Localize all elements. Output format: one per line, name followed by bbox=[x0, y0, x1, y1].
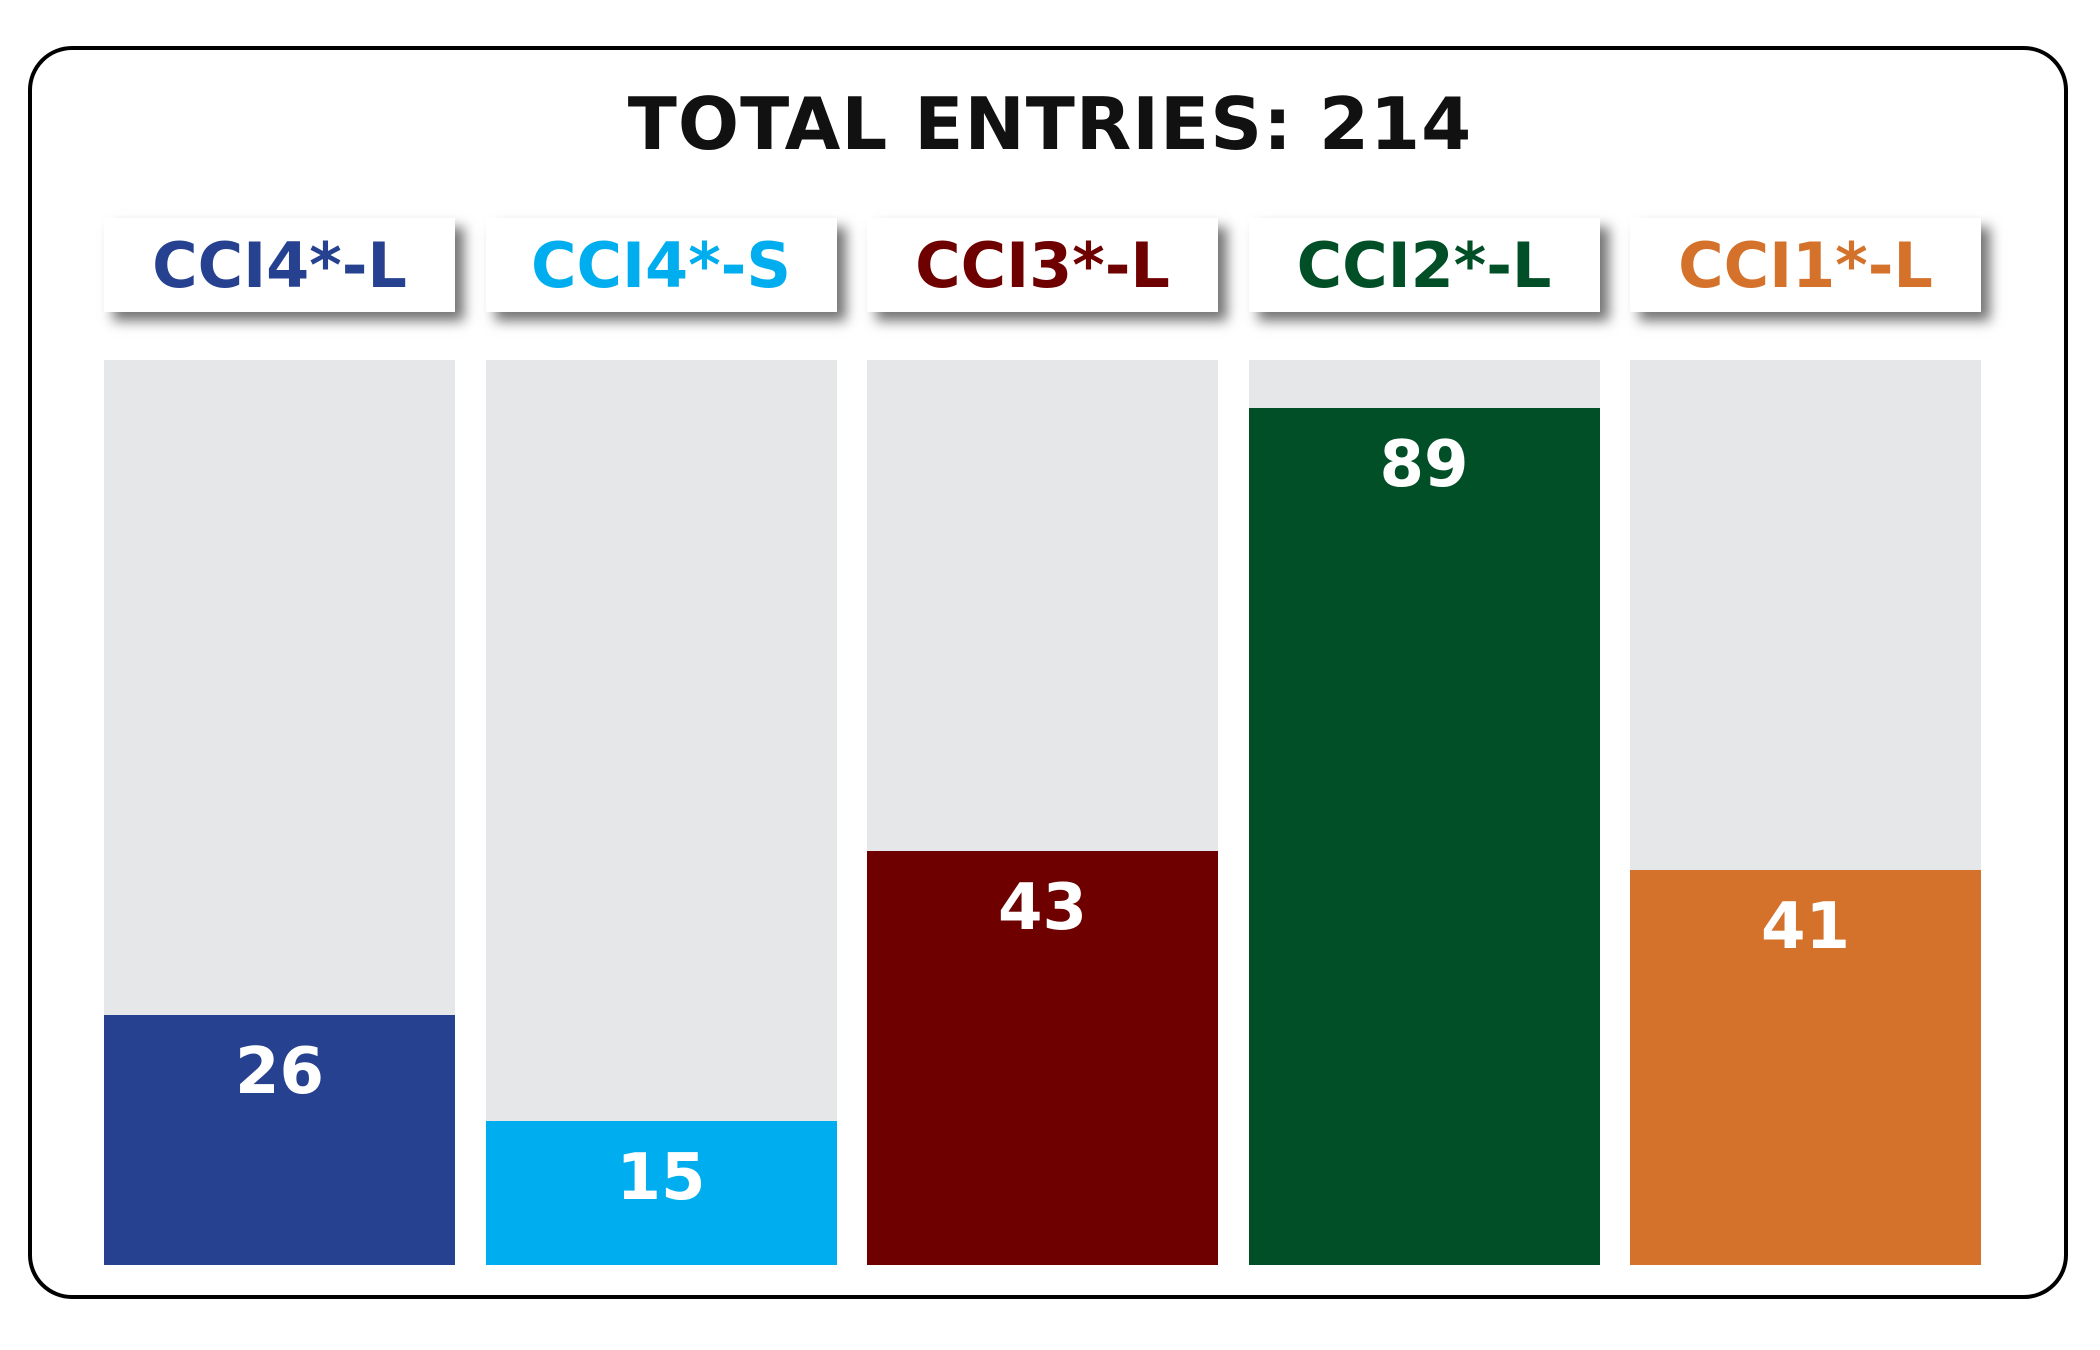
category-label-cci3-l: CCI3*-L bbox=[867, 218, 1218, 312]
bar-cci4-l: 26 bbox=[104, 1014, 455, 1265]
value-label-cci4-s: 15 bbox=[616, 1140, 706, 1215]
category-label-cci1-l: CCI1*-L bbox=[1630, 218, 1981, 312]
bar-cci3-l: 43 bbox=[867, 851, 1218, 1265]
value-label-cci3-l: 43 bbox=[997, 871, 1088, 946]
bar-track-cci4-l: 26 bbox=[104, 360, 455, 1265]
bar-track-cci3-l: 43 bbox=[867, 360, 1218, 1265]
bar-track-cci2-l: 89 bbox=[1248, 360, 1600, 1265]
value-label-cci2-l: 89 bbox=[1379, 428, 1469, 503]
chart-title: TOTAL ENTRIES: 214 bbox=[627, 82, 1473, 166]
category-label-cci2-l: CCI2*-L bbox=[1248, 218, 1600, 312]
bar-cci1-l: 41 bbox=[1630, 870, 1981, 1265]
bar-cci4-s: 15 bbox=[485, 1120, 837, 1265]
bar-track-cci1-l: 41 bbox=[1630, 360, 1981, 1265]
value-label-cci1-l: 41 bbox=[1760, 890, 1851, 965]
bar-cci2-l: 89 bbox=[1248, 408, 1600, 1265]
value-label-cci4-l: 26 bbox=[234, 1034, 325, 1109]
category-label-cci4-s: CCI4*-S bbox=[485, 218, 837, 312]
category-label-cci4-l: CCI4*-L bbox=[104, 218, 455, 312]
bar-track-cci4-s: 15 bbox=[485, 360, 837, 1265]
